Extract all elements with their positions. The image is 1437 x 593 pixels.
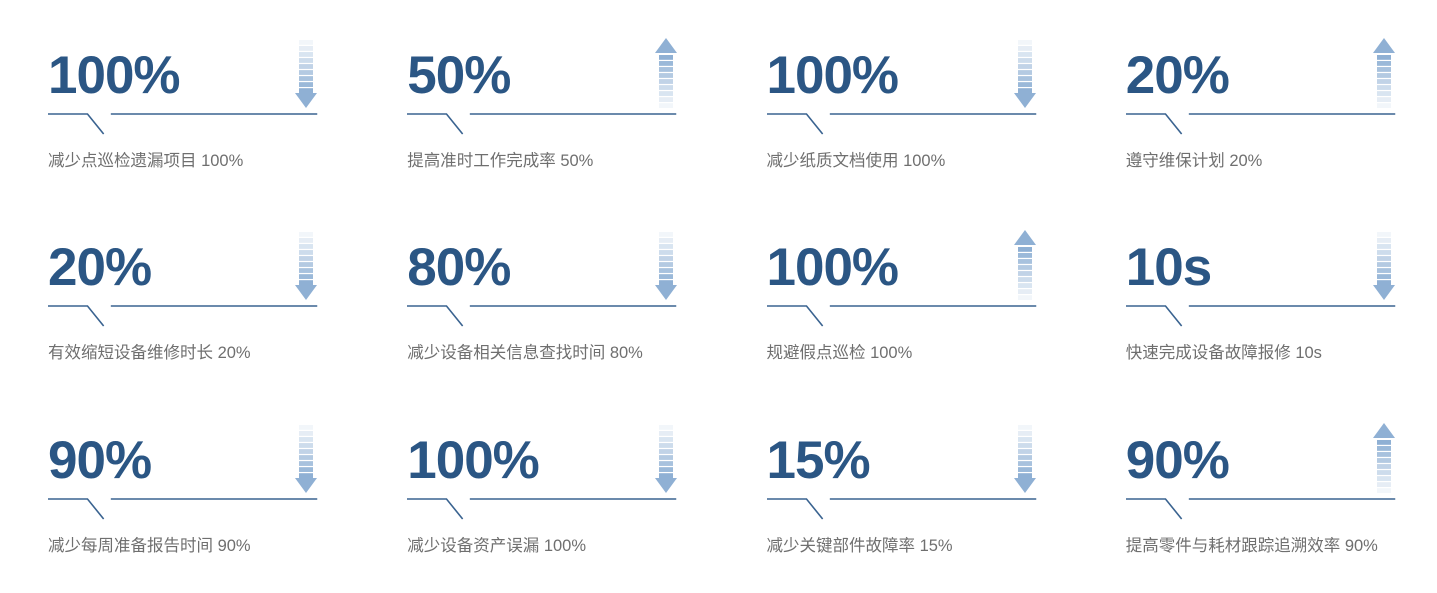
kpi-divider [48, 300, 317, 330]
kpi-card-header: 90% [1125, 401, 1395, 493]
kpi-description: 遵守维保计划 20% [1125, 152, 1263, 170]
kpi-divider [407, 108, 676, 138]
kpi-description: 减少纸质文档使用 100% [766, 152, 946, 170]
kpi-trend-indicator [295, 423, 318, 493]
kpi-description: 提高零件与耗材跟踪追溯效率 90% [1125, 536, 1378, 555]
kpi-value: 80% [407, 238, 511, 298]
kpi-card: 90% 提高零件与耗材跟踪追溯效率 90% [1078, 401, 1437, 593]
kpi-description: 减少关键部件故障率 15% [766, 536, 953, 555]
notched-divider [407, 300, 676, 330]
kpi-description: 减少每周准备报告时间 90% [48, 536, 251, 555]
arrow-down-icon [1013, 424, 1036, 493]
arrow-up-icon [654, 38, 677, 108]
arrow-up-icon [1373, 422, 1395, 493]
kpi-divider [48, 108, 317, 138]
kpi-trend-indicator [1013, 423, 1036, 493]
notched-divider [767, 300, 1036, 330]
kpi-description: 减少设备相关信息查找时间 80% [407, 344, 643, 363]
kpi-card: 20% 遵守维保计划 20% [1078, 16, 1437, 208]
kpi-description: 减少设备资产误漏 100% [407, 536, 587, 555]
kpi-divider [767, 300, 1036, 330]
kpi-trend-indicator [295, 38, 318, 108]
kpi-divider [1126, 108, 1395, 138]
kpi-trend-indicator [654, 423, 677, 493]
kpi-card-header: 20% [48, 208, 318, 301]
kpi-card: 100% 规避假点巡检 100% [719, 208, 1078, 400]
kpi-description: 规避假点巡检 100% [766, 344, 913, 363]
arrow-down-icon [654, 424, 677, 493]
kpi-card: 15% 减少关键部件故障率 15% [719, 401, 1078, 593]
kpi-trend-indicator [654, 230, 677, 301]
kpi-trend-indicator [1373, 230, 1395, 301]
kpi-value: 100% [766, 46, 900, 105]
notched-divider [48, 493, 317, 523]
kpi-description: 减少点巡检遗漏项目 100% [48, 152, 244, 170]
kpi-value: 10s [1125, 238, 1212, 298]
arrow-down-icon [295, 40, 318, 108]
notched-divider [767, 108, 1036, 138]
kpi-card-header: 15% [766, 401, 1036, 493]
kpi-divider [407, 493, 676, 523]
kpi-description: 快速完成设备故障报修 10s [1125, 344, 1322, 363]
kpi-card: 90% 减少每周准备报告时间 90% [0, 401, 359, 593]
kpi-card: 80% 减少设备相关信息查找时间 80% [359, 208, 718, 400]
kpi-divider [1126, 300, 1395, 330]
kpi-value: 90% [1125, 430, 1230, 490]
arrow-down-icon [654, 232, 677, 301]
kpi-card-header: 10s [1125, 208, 1395, 301]
kpi-value: 100% [48, 46, 181, 105]
kpi-value: 20% [1125, 46, 1230, 105]
arrow-down-icon [1373, 232, 1395, 301]
notched-divider [1126, 300, 1395, 330]
kpi-description: 有效缩短设备维修时长 20% [48, 344, 251, 363]
kpi-trend-indicator [295, 230, 318, 301]
kpi-card: 10s 快速完成设备故障报修 10s [1078, 208, 1437, 400]
notched-divider [48, 300, 317, 330]
kpi-card: 20% 有效缩短设备维修时长 20% [0, 208, 359, 400]
notched-divider [407, 493, 676, 523]
kpi-value: 100% [407, 430, 540, 490]
kpi-card: 100% 减少设备资产误漏 100% [359, 401, 718, 593]
arrow-down-icon [1013, 40, 1036, 108]
kpi-divider [1126, 493, 1395, 523]
kpi-card-header: 50% [407, 16, 677, 108]
kpi-value: 15% [766, 430, 871, 490]
kpi-value: 20% [48, 238, 152, 298]
kpi-description: 提高准时工作完成率 50% [407, 152, 594, 170]
kpi-card-header: 100% [766, 16, 1036, 108]
arrow-up-icon [1013, 230, 1036, 301]
arrow-up-icon [1373, 38, 1395, 108]
kpi-value: 100% [766, 238, 900, 298]
kpi-card: 100% 减少点巡检遗漏项目 100% [0, 16, 359, 208]
kpi-card-header: 20% [1125, 16, 1395, 108]
notched-divider [48, 108, 317, 138]
kpi-trend-indicator [1013, 38, 1036, 108]
notched-divider [407, 108, 676, 138]
kpi-trend-indicator [1373, 422, 1395, 493]
kpi-trend-indicator [1013, 230, 1036, 301]
notched-divider [767, 493, 1036, 523]
kpi-card-header: 80% [407, 208, 677, 301]
kpi-divider [767, 108, 1036, 138]
kpi-card: 100% 减少纸质文档使用 100% [719, 16, 1078, 208]
kpi-divider [407, 300, 676, 330]
kpi-value: 90% [48, 430, 152, 490]
kpi-trend-indicator [1373, 38, 1395, 108]
notched-divider [1126, 493, 1395, 523]
kpi-divider [48, 493, 317, 523]
arrow-down-icon [295, 424, 318, 493]
kpi-trend-indicator [654, 38, 677, 108]
kpi-card-header: 90% [48, 401, 318, 493]
kpi-card: 50% 提高准时工作完成率 50% [359, 16, 718, 208]
kpi-card-header: 100% [766, 208, 1036, 301]
kpi-divider [767, 493, 1036, 523]
notched-divider [1126, 108, 1395, 138]
kpi-card-header: 100% [48, 16, 318, 108]
kpi-value: 50% [407, 46, 511, 105]
kpi-card-header: 100% [407, 401, 677, 493]
arrow-down-icon [295, 232, 318, 301]
